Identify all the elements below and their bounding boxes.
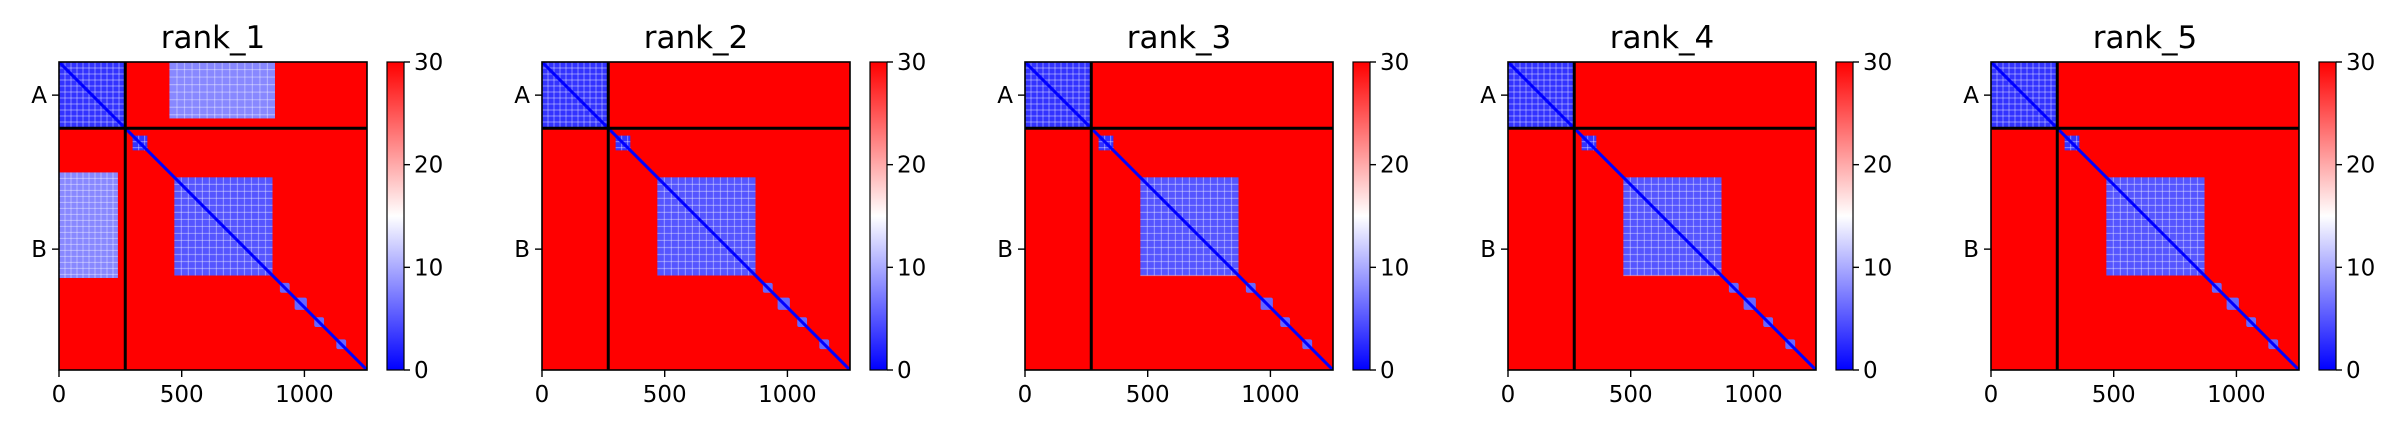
axes-frame xyxy=(1507,61,1817,371)
heatmap-diagonal xyxy=(1025,62,1333,370)
y-tick-label: B xyxy=(997,237,1013,263)
x-tick-label: 1000 xyxy=(758,382,817,408)
x-tick-label: 500 xyxy=(1126,382,1170,408)
heatmap-area xyxy=(1991,62,2299,370)
y-tick-label: B xyxy=(514,237,530,263)
colorbar-tick-label: 30 xyxy=(897,50,926,76)
colorbar-tick-label: 0 xyxy=(897,358,912,384)
y-tick-label: A xyxy=(997,83,1013,109)
panel-5: rank_5 0 500 1000 A B 0 10 20 30 xyxy=(1963,20,2375,408)
heatmap-diagonal xyxy=(1991,62,2299,370)
colorbar-tick-label: 10 xyxy=(897,255,926,281)
panel-2: rank_2 0 500 1000 A B 0 10 20 30 xyxy=(514,20,926,408)
colorbar-tick-label: 0 xyxy=(2346,358,2361,384)
chart-title: rank_3 xyxy=(1127,20,1232,56)
x-tick-label: 1000 xyxy=(1724,382,1783,408)
colorbar-tick-label: 10 xyxy=(414,255,443,281)
heatmap-diagonal xyxy=(59,62,367,370)
heatmap-diagonal xyxy=(542,62,850,370)
heatmap-area xyxy=(1025,62,1333,370)
x-tick-label: 500 xyxy=(2092,382,2136,408)
x-tick-label: 500 xyxy=(160,382,204,408)
x-tick-label: 500 xyxy=(643,382,687,408)
colorbar-tick-label: 10 xyxy=(1863,255,1892,281)
heatmap-diagonal xyxy=(1508,62,1816,370)
y-tick-label: B xyxy=(1480,237,1496,263)
panel-4: rank_4 0 500 1000 A B 0 10 20 30 xyxy=(1480,20,1892,408)
x-tick-label: 0 xyxy=(52,382,67,408)
y-tick-label: A xyxy=(514,83,530,109)
colorbar-tick-label: 30 xyxy=(2346,50,2375,76)
colorbar-tick-label: 10 xyxy=(2346,255,2375,281)
x-tick-label: 0 xyxy=(1984,382,1999,408)
x-tick-label: 0 xyxy=(1018,382,1033,408)
heatmap-area xyxy=(542,62,850,370)
x-tick-label: 1000 xyxy=(1241,382,1300,408)
colorbar xyxy=(869,61,888,371)
colorbar-tick-label: 0 xyxy=(414,358,429,384)
y-tick-label: A xyxy=(31,83,47,109)
colorbar xyxy=(1352,61,1371,371)
chart-title: rank_5 xyxy=(2093,20,2198,56)
y-tick-label: B xyxy=(1963,237,1979,263)
colorbar-tick-label: 0 xyxy=(1863,358,1878,384)
axes-frame xyxy=(1990,61,2300,371)
colorbar-tick-label: 0 xyxy=(1380,358,1395,384)
y-tick-label: B xyxy=(31,237,47,263)
chart-title: rank_1 xyxy=(161,20,266,56)
colorbar-tick-label: 20 xyxy=(1863,153,1892,179)
colorbar-tick-label: 10 xyxy=(1380,255,1409,281)
y-tick-label: A xyxy=(1963,83,1979,109)
heatmap-area xyxy=(1508,62,1816,370)
axes-frame xyxy=(541,61,851,371)
chart-title: rank_2 xyxy=(644,20,749,56)
colorbar-tick-label: 20 xyxy=(1380,153,1409,179)
colorbar-tick-label: 30 xyxy=(414,50,443,76)
panel-1: rank_1 0 500 1000 A B 0 10 20 30 xyxy=(31,20,443,408)
x-tick-label: 1000 xyxy=(2207,382,2266,408)
heatmap-block xyxy=(169,62,275,119)
colorbar-tick-label: 20 xyxy=(897,153,926,179)
chart-title: rank_4 xyxy=(1610,20,1715,56)
x-tick-label: 0 xyxy=(535,382,550,408)
panel-3: rank_3 0 500 1000 A B 0 10 20 30 xyxy=(997,20,1409,408)
colorbar xyxy=(2318,61,2337,371)
colorbar-tick-label: 30 xyxy=(1863,50,1892,76)
x-tick-label: 500 xyxy=(1609,382,1653,408)
heatmap-area xyxy=(59,62,367,370)
heatmap-block xyxy=(59,172,118,278)
axes-frame xyxy=(1024,61,1334,371)
axes-frame xyxy=(58,61,368,371)
colorbar xyxy=(1835,61,1854,371)
x-tick-label: 0 xyxy=(1501,382,1516,408)
x-tick-label: 1000 xyxy=(275,382,334,408)
colorbar xyxy=(386,61,405,371)
colorbar-tick-label: 30 xyxy=(1380,50,1409,76)
colorbar-tick-label: 20 xyxy=(414,153,443,179)
colorbar-tick-label: 20 xyxy=(2346,153,2375,179)
y-tick-label: A xyxy=(1480,83,1496,109)
